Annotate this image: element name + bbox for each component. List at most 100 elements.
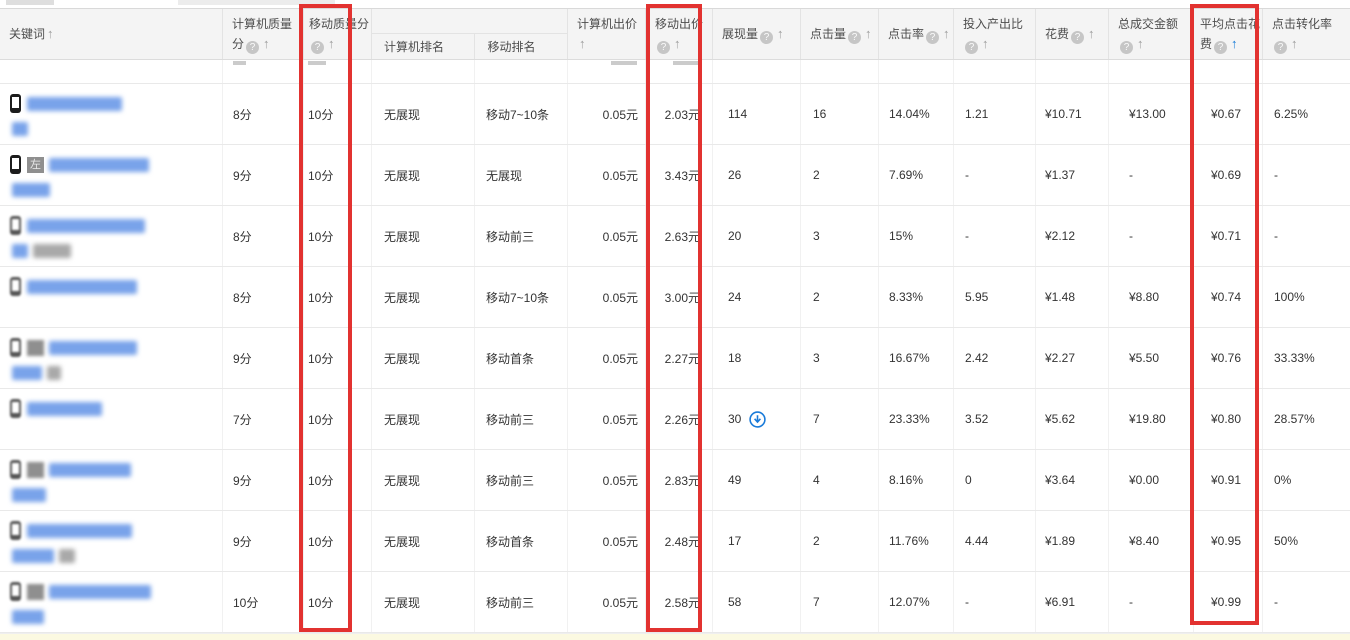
cost-cell: ¥2.27 (1035, 328, 1108, 388)
col-header-cvr[interactable]: 点击转化率? ↑ (1262, 9, 1350, 59)
cutoff-input (178, 0, 335, 5)
help-icon[interactable]: ? (311, 41, 324, 54)
col-header-roi[interactable]: 投入产出比? ↑ (953, 9, 1035, 59)
col-header-keyword[interactable]: 关键词 ↑ (0, 9, 222, 59)
blurred-keyword-link[interactable] (27, 401, 102, 416)
mobile-bid-cell-value: 3.43元 (664, 168, 700, 183)
mobile-bid-cell[interactable]: 2.26元 (645, 389, 712, 449)
pc-bid-cell[interactable]: 0.05元 (567, 572, 645, 632)
sort-asc-icon[interactable]: ↑ (1137, 36, 1144, 51)
ctr-cell-value: 8.33% (889, 290, 924, 304)
pc-bid-cell[interactable]: 0.05元 (567, 511, 645, 571)
col-header-impressions[interactable]: 展现量? ↑ (712, 9, 800, 59)
mobile-bid-cell[interactable]: 2.63元 (645, 206, 712, 266)
col-label: 平均点击花费 (1200, 17, 1261, 51)
help-icon[interactable]: ? (1274, 41, 1287, 54)
sort-asc-icon[interactable]: ↑ (328, 36, 335, 51)
mobile-bid-cell[interactable]: 3.43元 (645, 145, 712, 205)
col-header-mobile-bid[interactable]: 移动出价? ↑ (645, 9, 712, 59)
clicks-cell: 16 (800, 84, 878, 144)
mobile-bid-cell[interactable]: 2.58元 (645, 572, 712, 632)
sort-asc-icon[interactable]: ↑ (982, 36, 989, 51)
mobile-bid-cell[interactable]: 2.27元 (645, 328, 712, 388)
mobile-bid-cell[interactable]: 2.48元 (645, 511, 712, 571)
cvr-cell: 33.33% (1262, 328, 1350, 388)
mobile-quality-cell-value: 10分 (308, 473, 334, 488)
pc-bid-cell[interactable]: 0.05元 (567, 267, 645, 327)
pc-bid-cell[interactable]: 0.05元 (567, 328, 645, 388)
col-header-ctr[interactable]: 点击率? ↑ (878, 9, 953, 59)
help-icon[interactable]: ? (1120, 41, 1133, 54)
col-header-avg-cpc[interactable]: 平均点击花费? ↑ (1193, 9, 1262, 59)
mobile-bid-cell[interactable]: 2.83元 (645, 450, 712, 510)
help-icon[interactable]: ? (246, 41, 260, 54)
mobile-device-icon (10, 338, 21, 357)
col-header-pc-rank[interactable]: 计算机排名 (372, 34, 474, 59)
mobile-bid-cell-value: 2.63元 (664, 229, 700, 244)
sort-asc-icon[interactable]: ↑ (1291, 36, 1298, 51)
pc-bid-cell[interactable]: 0.05元 (567, 84, 645, 144)
pc-rank-cell-value: 无展现 (384, 351, 421, 366)
blurred-keyword-link[interactable] (49, 340, 137, 355)
help-icon[interactable]: ? (657, 41, 670, 54)
help-icon[interactable]: ? (926, 31, 940, 44)
gmv-cell: ¥8.80 (1108, 267, 1193, 327)
blurred-keyword-link[interactable] (27, 218, 145, 233)
mobile-bid-cell[interactable]: 2.03元 (645, 84, 712, 144)
sort-asc-icon[interactable]: ↑ (865, 26, 872, 41)
col-header-mobile-rank[interactable]: 移动排名 (474, 34, 567, 59)
col-header-pc-bid[interactable]: 计算机出价 ↑ (567, 9, 645, 59)
roi-cell: 3.52 (953, 389, 1035, 449)
mobile-bid-cell[interactable]: 3.00元 (645, 267, 712, 327)
pc-rank-cell: 无展现 (371, 84, 474, 144)
help-icon[interactable]: ? (848, 31, 862, 44)
pc-bid-cell[interactable]: 0.05元 (567, 450, 645, 510)
blurred-text (12, 366, 42, 380)
sort-asc-icon[interactable]: ↑ (579, 36, 586, 51)
blurred-keyword-link[interactable] (49, 462, 131, 477)
blurred-keyword-link[interactable] (49, 157, 149, 172)
circle-down-arrow-icon[interactable] (749, 410, 767, 428)
gmv-cell: ¥5.50 (1108, 328, 1193, 388)
table-row: 10分 10分 无展现 移动前三 0.05元 2.58元 58 7 12.07% - ¥6.91 - ¥… (0, 572, 1350, 633)
help-icon[interactable]: ? (965, 41, 978, 54)
blurred-keyword-link[interactable] (27, 96, 122, 111)
roi-cell: - (953, 145, 1035, 205)
pc-bid-cell[interactable]: 0.05元 (567, 145, 645, 205)
help-icon[interactable]: ? (1214, 41, 1228, 54)
sort-asc-active-icon[interactable]: ↑ (1231, 36, 1238, 51)
pc-bid-cell[interactable]: 0.05元 (567, 206, 645, 266)
blurred-keyword-link[interactable] (27, 523, 132, 538)
col-header-mobile-quality[interactable]: 移动质量分? ↑ (303, 9, 371, 59)
cutoff-toolbar (0, 0, 1350, 8)
col-header-pc-quality[interactable]: 计算机质量分? ↑ (222, 9, 303, 59)
blurred-keyword-link[interactable] (27, 279, 137, 294)
cvr-cell-value: 28.57% (1274, 412, 1315, 426)
col-header-clicks[interactable]: 点击量? ↑ (800, 9, 878, 59)
col-label: 点击量 (810, 27, 847, 41)
col-header-cost[interactable]: 花费? ↑ (1035, 9, 1108, 59)
help-icon[interactable]: ? (760, 31, 774, 44)
sort-asc-icon[interactable]: ↑ (47, 26, 54, 41)
impressions-cell-value: 18 (728, 351, 742, 365)
mobile-quality-cell-value: 10分 (308, 412, 334, 427)
pc-rank-cell-value: 无展现 (384, 473, 421, 488)
pc-quality-cell-value: 9分 (233, 534, 252, 549)
sort-asc-icon[interactable]: ↑ (943, 26, 950, 41)
mobile-device-icon (10, 399, 21, 418)
gmv-cell-value: ¥5.50 (1129, 351, 1160, 365)
sort-asc-icon[interactable]: ↑ (674, 36, 681, 51)
mobile-rank-cell-value: 移动前三 (486, 412, 535, 427)
pc-bid-cell[interactable]: 0.05元 (567, 389, 645, 449)
sort-asc-icon[interactable]: ↑ (777, 26, 784, 41)
cost-cell: ¥1.37 (1035, 145, 1108, 205)
cvr-cell: 6.25% (1262, 84, 1350, 144)
col-header-gmv[interactable]: 总成交金额? ↑ (1108, 9, 1193, 59)
help-icon[interactable]: ? (1071, 31, 1085, 44)
sort-asc-icon[interactable]: ↑ (263, 36, 270, 51)
cost-cell-value: ¥2.27 (1045, 351, 1076, 365)
pc-quality-cell: 9分 (222, 450, 303, 510)
sort-asc-icon[interactable]: ↑ (1088, 26, 1095, 41)
blurred-keyword-link[interactable] (49, 584, 151, 599)
